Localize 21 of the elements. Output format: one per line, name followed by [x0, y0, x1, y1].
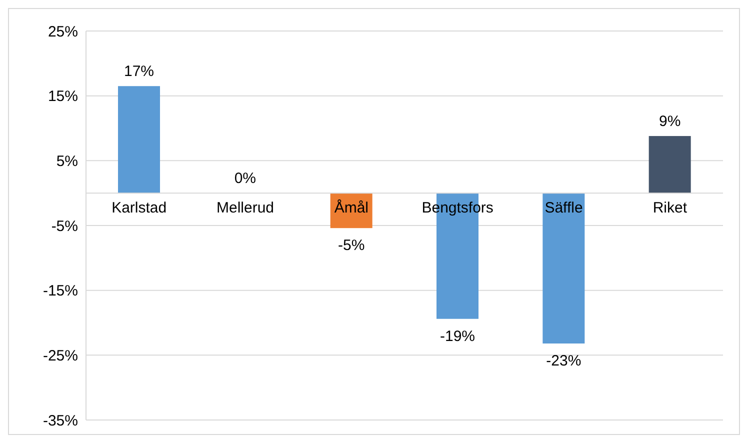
x-tick-label: Mellerud: [216, 200, 274, 216]
y-tick-label: 15%: [48, 88, 78, 106]
data-label: 9%: [658, 113, 681, 130]
data-label: 17%: [124, 63, 154, 80]
bar: [542, 193, 585, 344]
x-tick-label: Säffle: [544, 200, 583, 216]
bar: [648, 136, 691, 194]
y-tick-label: 5%: [56, 152, 78, 170]
data-label: -23%: [546, 352, 582, 370]
y-tick-label: -35%: [42, 412, 78, 430]
data-label: -19%: [440, 328, 476, 345]
data-label: 0%: [234, 170, 256, 188]
data-label: -5%: [338, 237, 365, 254]
x-tick-label: Karlstad: [112, 200, 167, 216]
y-tick-label: -5%: [51, 218, 78, 235]
bar: [118, 86, 160, 194]
x-tick-label: Åmål: [334, 198, 369, 216]
y-tick-label: 25%: [48, 23, 78, 40]
y-tick-label: -15%: [42, 282, 78, 300]
x-tick-label: Riket: [652, 200, 688, 216]
y-tick-label: -25%: [42, 347, 78, 364]
